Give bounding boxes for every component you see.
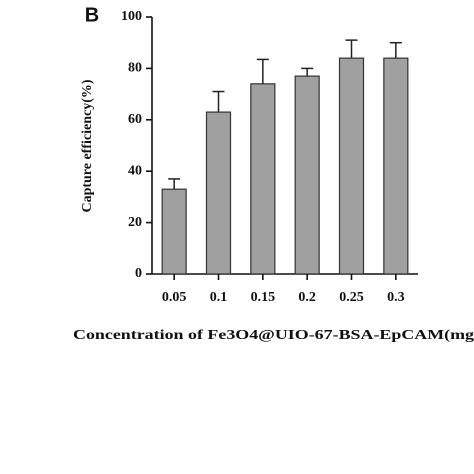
y-tick-label: 20 (128, 215, 142, 230)
bar (250, 83, 276, 275)
y-tick-label: 40 (128, 163, 142, 178)
bar (294, 75, 320, 275)
x-tick-label: 0.2 (298, 290, 316, 305)
x-tick-label: 0.25 (339, 290, 364, 305)
error-bar (168, 178, 181, 190)
x-tick-label: 0.05 (162, 290, 187, 305)
x-tick-label: 0.3 (387, 290, 405, 305)
error-bar (389, 41, 402, 59)
error-bar (256, 58, 269, 84)
bar (205, 111, 232, 275)
x-axis-label: Concentration of Fe3O4@UIO-67-BSA-EpCAM(… (73, 328, 474, 343)
y-tick-label: 0 (135, 266, 142, 281)
y-tick-label: 60 (128, 112, 142, 127)
x-tick-label: 0.1 (210, 290, 228, 305)
y-tick-label: 80 (128, 61, 142, 76)
bar (161, 188, 187, 275)
bar (383, 57, 409, 275)
bar (338, 57, 365, 275)
y-tick-label: 100 (121, 9, 142, 24)
y-axis-label: Capture efficiency(%) (80, 79, 95, 212)
error-bar (345, 39, 358, 59)
error-bar (212, 90, 225, 113)
error-bar (301, 67, 314, 77)
panel-label: B (85, 4, 99, 26)
x-tick-label: 0.15 (251, 290, 276, 305)
